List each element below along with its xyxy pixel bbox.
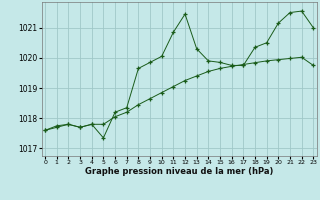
X-axis label: Graphe pression niveau de la mer (hPa): Graphe pression niveau de la mer (hPa) xyxy=(85,167,273,176)
